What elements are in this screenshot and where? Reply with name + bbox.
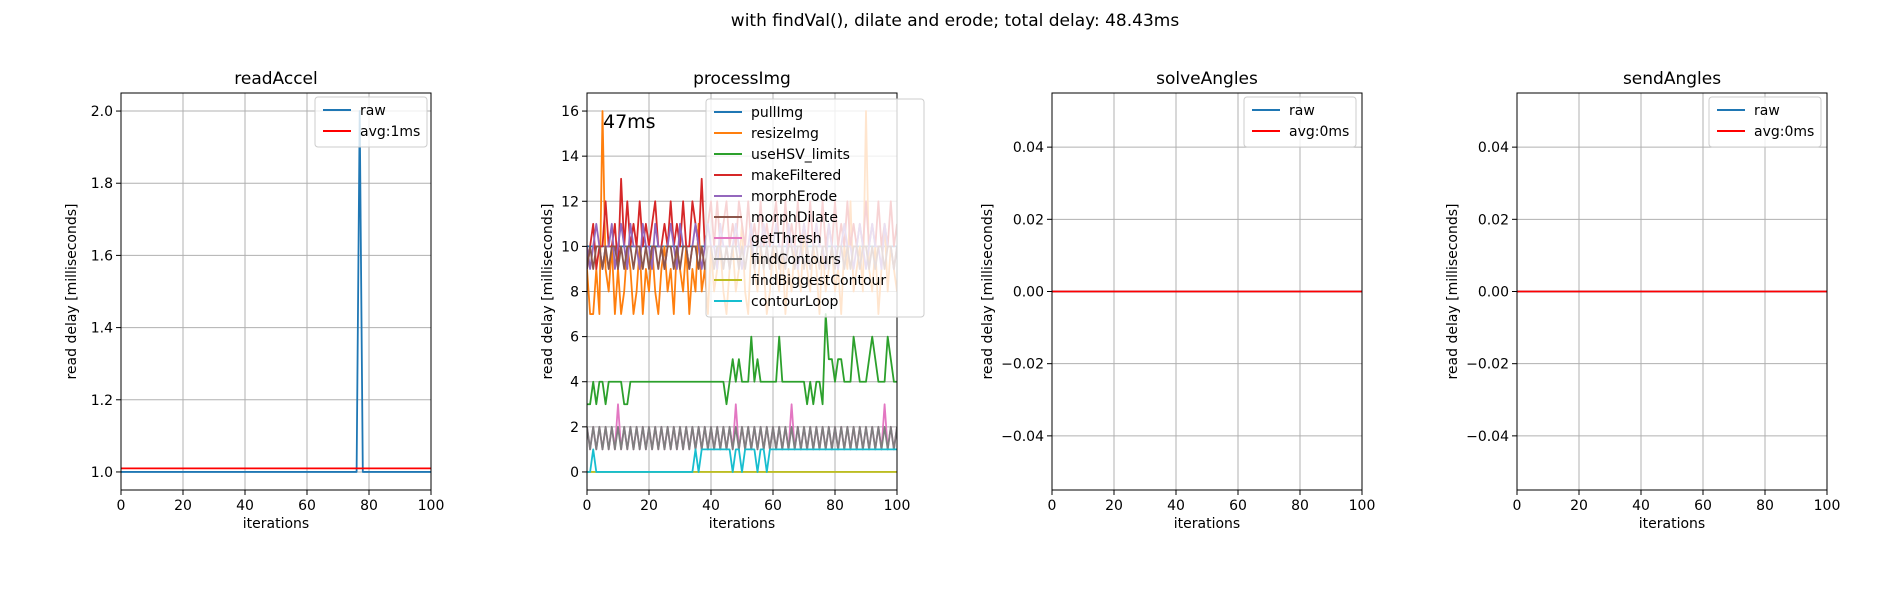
legend: raw avg:0ms (1243, 96, 1357, 148)
x-tick-label: 20 (640, 498, 658, 514)
x-tick-label: 40 (702, 498, 720, 514)
x-tick-label: 80 (1291, 498, 1309, 514)
plot-frame (1516, 92, 1828, 491)
y-tick-label: 14 (561, 149, 579, 165)
x-tick-label: 40 (1632, 498, 1650, 514)
x-tick-label: 80 (826, 498, 844, 514)
subplot-processimg: 0 20 40 60 80 100 0 2 4 6 8 10 12 14 16 processImg itera… (540, 69, 925, 532)
y-tick-label: 1.0 (91, 465, 113, 481)
y-tick-label: 12 (561, 194, 579, 210)
x-tick-label: 0 (583, 498, 592, 514)
series-line-contourloop (587, 448, 897, 473)
legend-label-morphdilate: morphDilate (751, 210, 838, 226)
y-axis-label: read delay [milliseconds] (1445, 203, 1461, 379)
legend-label-pullimg: pullImg (751, 105, 803, 121)
legend-label-contourloop: contourLoop (751, 294, 839, 310)
legend-label-usehsv-limits: useHSV_limits (751, 147, 850, 163)
subplot-readaccel: 0 20 40 60 80 100 1.0 1.2 1.4 1.6 1.8 2.0 readAccel i… (64, 69, 444, 532)
x-axis-label: iterations (1174, 516, 1240, 532)
y-tick-label: 0.00 (1478, 285, 1509, 301)
y-tick-label: 16 (561, 104, 579, 120)
x-tick-label: 100 (418, 498, 445, 514)
figure-suptitle: with findVal(), dilate and erode; total … (731, 11, 1180, 31)
legend: pullImg resizeImg useHSV_limits makeFiltere… (705, 98, 925, 318)
x-tick-label: 60 (298, 498, 316, 514)
y-tick-label: 1.8 (91, 176, 113, 192)
x-tick-label: 100 (884, 498, 911, 514)
y-tick-label: −0.02 (1466, 357, 1509, 373)
legend-label-avg-0ms: avg:0ms (1289, 124, 1349, 140)
x-tick-label: 60 (764, 498, 782, 514)
y-tick-label: 0.04 (1478, 140, 1509, 156)
y-tick-label: 10 (561, 239, 579, 255)
plot-frame (120, 92, 432, 491)
plot-area (121, 93, 431, 490)
legend-label-raw: raw (1289, 103, 1315, 119)
annotation-label: 47ms (603, 111, 656, 133)
legend-label-getthresh: getThresh (751, 231, 822, 247)
y-tick-label: 1.4 (91, 321, 113, 337)
x-axis-label: iterations (243, 516, 309, 532)
legend: raw avg:0ms (1708, 96, 1822, 148)
y-tick-label: 1.2 (91, 393, 113, 409)
x-tick-label: 100 (1814, 498, 1841, 514)
legend-label-resizeimg: resizeImg (751, 126, 819, 142)
y-tick-label: 8 (570, 285, 579, 301)
y-tick-label: 0.00 (1013, 285, 1044, 301)
y-tick-label: 1.6 (91, 248, 113, 264)
y-axis-label: read delay [milliseconds] (64, 203, 80, 379)
x-tick-label: 20 (1570, 498, 1588, 514)
legend-box (705, 98, 925, 318)
y-tick-label: −0.04 (1466, 429, 1509, 445)
x-tick-label: 0 (117, 498, 126, 514)
y-tick-label: 0.02 (1478, 212, 1509, 228)
subplot-title: processImg (693, 69, 791, 89)
x-tick-label: 20 (1105, 498, 1123, 514)
plot-frame (1051, 92, 1363, 491)
subplot-title: readAccel (234, 69, 318, 89)
x-axis-label: iterations (1639, 516, 1705, 532)
x-tick-label: 60 (1694, 498, 1712, 514)
y-tick-label: 0.02 (1013, 212, 1044, 228)
subplot-title: solveAngles (1156, 69, 1258, 89)
x-tick-label: 40 (236, 498, 254, 514)
y-tick-label: 0 (570, 465, 579, 481)
y-axis-label: read delay [milliseconds] (540, 203, 556, 379)
x-tick-label: 60 (1229, 498, 1247, 514)
legend-label-findbiggestcontour: findBiggestContour (751, 273, 886, 289)
subplot-solveangles: 0 20 40 60 80 100 −0.04 −0.02 0.00 0.02 0.04 solveA… (980, 69, 1375, 532)
x-tick-label: 80 (360, 498, 378, 514)
subplot-sendangles: 0 20 40 60 80 100 −0.04 −0.02 0.00 0.02 0.04 sendAn… (1445, 69, 1840, 532)
legend-label-avg-0ms: avg:0ms (1754, 124, 1814, 140)
y-tick-label: 6 (570, 330, 579, 346)
x-tick-label: 0 (1513, 498, 1522, 514)
y-tick-label: 4 (570, 375, 579, 391)
legend-label-raw: raw (360, 103, 386, 119)
y-tick-label: −0.02 (1001, 357, 1044, 373)
x-tick-label: 20 (174, 498, 192, 514)
legend-label-morpherode: morphErode (751, 189, 837, 205)
y-tick-label: 0.04 (1013, 140, 1044, 156)
legend-label-avg-1ms: avg:1ms (360, 124, 420, 140)
legend: raw avg:1ms (314, 96, 428, 148)
subplot-title: sendAngles (1623, 69, 1721, 89)
legend-label-makefiltered: makeFiltered (751, 168, 841, 184)
y-tick-label: −0.04 (1001, 429, 1044, 445)
y-tick-label: 2.0 (91, 104, 113, 120)
x-tick-label: 40 (1167, 498, 1185, 514)
x-axis-label: iterations (709, 516, 775, 532)
x-tick-label: 100 (1349, 498, 1376, 514)
x-tick-label: 80 (1756, 498, 1774, 514)
legend-label-raw: raw (1754, 103, 1780, 119)
y-axis-label: read delay [milliseconds] (980, 203, 996, 379)
series-line-findcontours (587, 425, 897, 451)
legend-label-findcontours: findContours (751, 252, 841, 268)
series-line-usehsv-limits (587, 313, 897, 406)
x-tick-label: 0 (1048, 498, 1057, 514)
y-tick-label: 2 (570, 420, 579, 436)
